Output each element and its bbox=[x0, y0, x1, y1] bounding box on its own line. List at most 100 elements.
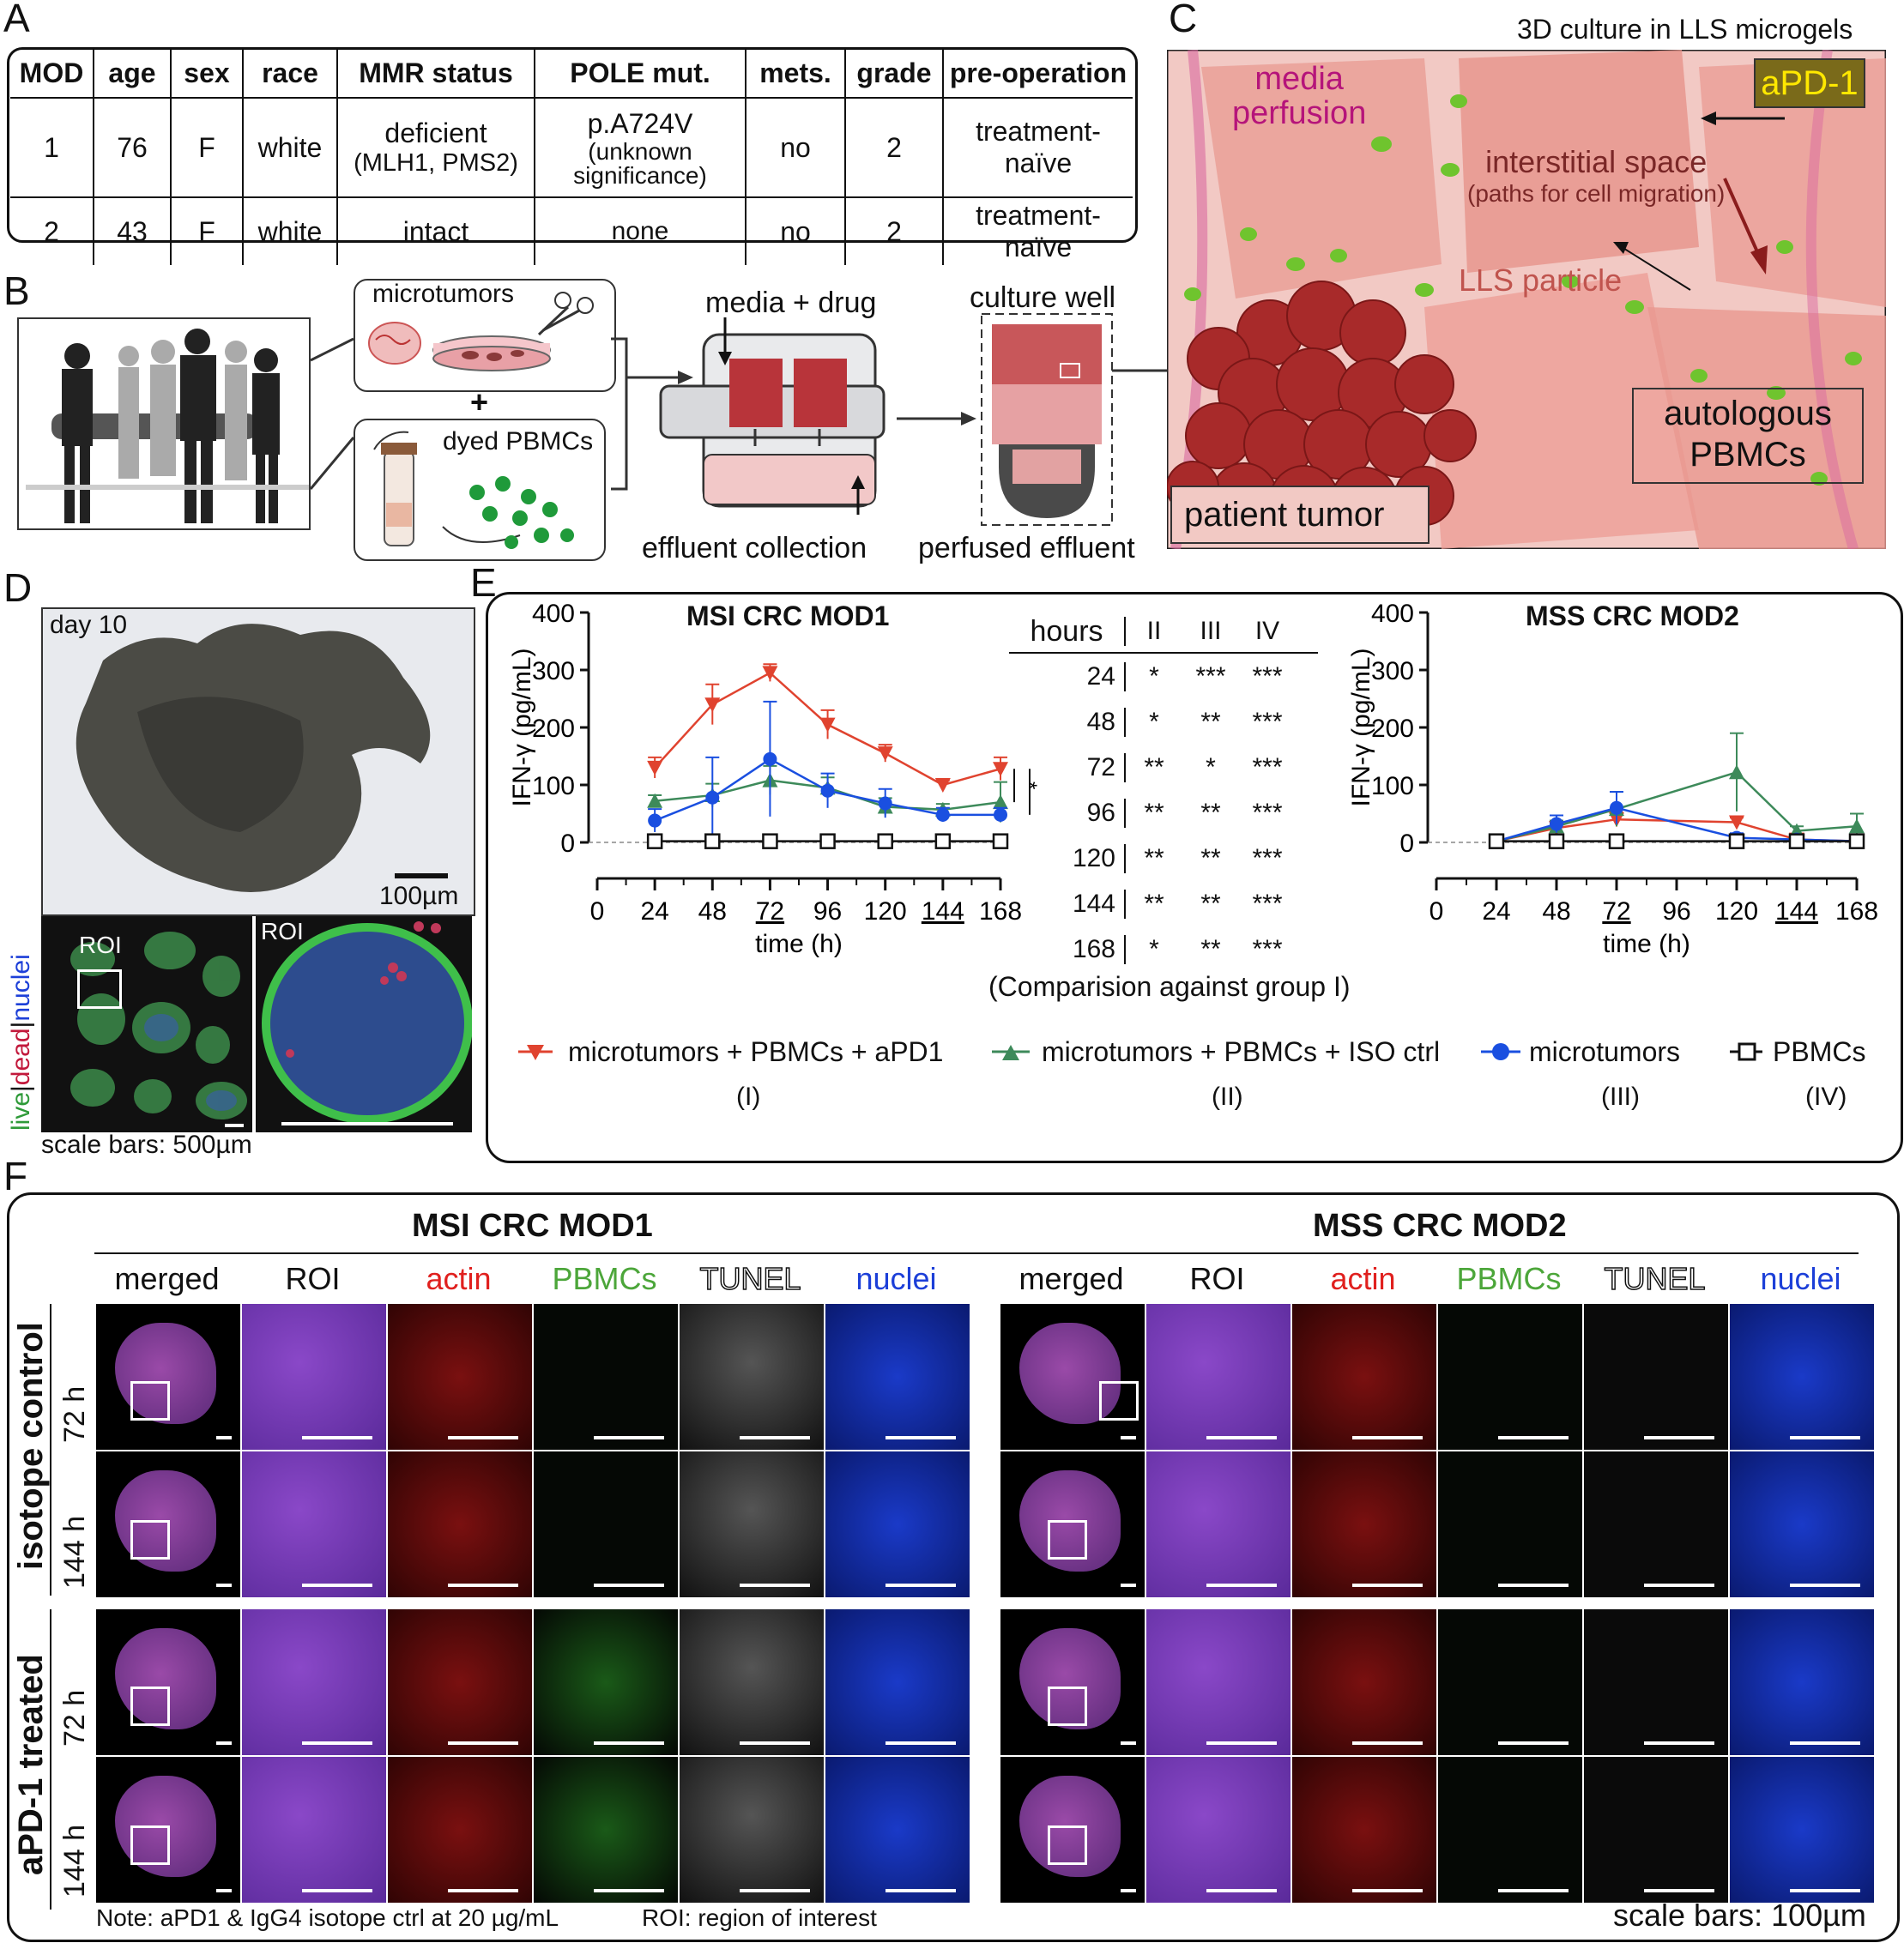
stats-row: 24 * *** *** bbox=[1009, 654, 1318, 699]
x-tick-label: 72 bbox=[1602, 897, 1630, 926]
microtumor-dish-illustration bbox=[368, 292, 594, 371]
roi-box bbox=[1099, 1381, 1139, 1421]
micrograph-pbmcs bbox=[534, 1304, 678, 1450]
legend-label-micro: microtumors bbox=[1529, 1036, 1681, 1067]
mod2-title-rule bbox=[1000, 1252, 1859, 1254]
data-point bbox=[994, 807, 1007, 822]
cell-age: 43 bbox=[93, 196, 172, 265]
scale-bar bbox=[886, 1584, 956, 1587]
roi-box bbox=[130, 1520, 170, 1560]
data-point bbox=[1849, 818, 1865, 834]
data-point bbox=[705, 790, 720, 805]
micrograph-actin bbox=[1292, 1609, 1436, 1755]
x-tick-label: 168 bbox=[979, 897, 1022, 926]
stats-row: 144 ** ** *** bbox=[1009, 881, 1318, 926]
y-tick-label: 100 bbox=[532, 772, 575, 800]
micrograph-nuclei bbox=[825, 1609, 970, 1755]
th-preop: pre-operation bbox=[942, 49, 1133, 99]
scale-bar bbox=[1352, 1741, 1423, 1745]
y-tick-label: 0 bbox=[560, 830, 575, 858]
media-drug-label: media + drug bbox=[705, 287, 877, 319]
group-label-apd1: aPD-1 treated bbox=[12, 1654, 50, 1875]
note-text: Note: aPD1 & IgG4 isotope ctrl at 20 µg/… bbox=[96, 1904, 559, 1931]
legend-markers bbox=[518, 1042, 1762, 1061]
pole-line1: p.A724V bbox=[587, 107, 693, 139]
legend-group-iv: (IV) bbox=[1805, 1083, 1847, 1111]
panel-label-c: C bbox=[1169, 0, 1198, 40]
micrograph-nuclei bbox=[1730, 1451, 1874, 1597]
stats-sig-cell: * bbox=[1206, 752, 1216, 781]
scale-bar bbox=[448, 1741, 518, 1745]
x-tick-label: 96 bbox=[813, 897, 842, 926]
scale-bar bbox=[1644, 1741, 1714, 1745]
stats-sig-cell: *** bbox=[1252, 889, 1283, 918]
stats-sig-cell: ** bbox=[1124, 752, 1182, 782]
scale-bar bbox=[216, 1741, 232, 1745]
pole-line2: (unknown bbox=[588, 137, 692, 165]
scalebars-100-label: scale bars: 100µm bbox=[1613, 1898, 1866, 1933]
micrograph-pbmcs bbox=[534, 1757, 678, 1903]
data-point bbox=[1848, 833, 1865, 849]
y-axis-label: IFN-γ (pg/mL) bbox=[508, 648, 536, 806]
scalebars-500-label: scale bars: 500µm bbox=[41, 1131, 252, 1159]
lls-particle-label: LLS particle bbox=[1459, 262, 1623, 298]
micrograph-pbmcs bbox=[1438, 1304, 1582, 1450]
data-point bbox=[763, 751, 777, 766]
time-label-144h: 144 h bbox=[58, 1824, 91, 1898]
stats-hour-cell: 24 bbox=[1086, 661, 1115, 691]
data-point bbox=[935, 807, 950, 822]
scale-bar bbox=[302, 1436, 372, 1439]
scale-bar bbox=[1498, 1741, 1569, 1745]
micrograph-merged bbox=[96, 1757, 240, 1903]
column-header-nuclei: nuclei bbox=[855, 1261, 937, 1296]
y-tick-label: 200 bbox=[1371, 715, 1414, 743]
legend-group-i: (I) bbox=[736, 1083, 761, 1111]
scale-bar bbox=[1644, 1584, 1714, 1587]
apd1-badge: aPD-1 bbox=[1754, 58, 1865, 108]
scale-bar bbox=[740, 1741, 810, 1745]
data-point bbox=[1729, 764, 1744, 780]
cell-mmr: deficient (MLH1, PMS2) bbox=[336, 97, 535, 198]
cell-mod: 1 bbox=[10, 97, 94, 198]
scale-bar bbox=[225, 1124, 244, 1127]
stats-table: hours II III IV 24 * *** *** 48 * ** *** 72 ** * **… bbox=[1009, 611, 1318, 972]
legend-group-iii: (III) bbox=[1601, 1083, 1640, 1111]
micrograph-roi bbox=[1146, 1609, 1290, 1755]
micrograph-pbmcs bbox=[1438, 1451, 1582, 1597]
micrograph-roi bbox=[242, 1757, 386, 1903]
y-tick-label: 0 bbox=[1399, 830, 1414, 858]
micrograph-nuclei bbox=[825, 1304, 970, 1450]
time-label-72h: 72 h bbox=[58, 1689, 91, 1747]
column-header-actin: actin bbox=[1330, 1261, 1396, 1296]
stats-sig-cell: ** bbox=[1200, 934, 1221, 963]
stats-row: 120 ** ** *** bbox=[1009, 836, 1318, 881]
mmr-line2: (MLH1, PMS2) bbox=[354, 149, 518, 177]
th-mod: MOD bbox=[10, 49, 94, 99]
data-point bbox=[1548, 833, 1565, 849]
media-perfusion-label: media perfusion bbox=[1232, 62, 1366, 130]
significance-label: * bbox=[1018, 781, 1038, 789]
th-age: age bbox=[93, 49, 172, 99]
cell-mets: no bbox=[745, 97, 846, 198]
micrograph-nuclei bbox=[1730, 1609, 1874, 1755]
stats-sig-cell: ** bbox=[1124, 843, 1182, 873]
data-point bbox=[819, 833, 836, 849]
overview-image bbox=[70, 932, 247, 1119]
stats-sig-cell: * bbox=[1124, 707, 1182, 737]
scale-bar bbox=[886, 1889, 956, 1892]
scale-bar bbox=[1121, 1436, 1136, 1439]
scale-bar bbox=[886, 1436, 956, 1439]
column-header-merged: merged bbox=[1018, 1261, 1124, 1296]
micrograph-pbmcs bbox=[534, 1451, 678, 1597]
legend-label-iso: microtumors + PBMCs + ISO ctrl bbox=[1042, 1036, 1441, 1067]
scale-bar bbox=[1206, 1741, 1277, 1745]
stats-sig-cell: *** bbox=[1252, 707, 1283, 736]
microtumor-shape bbox=[76, 624, 448, 892]
stats-sig-cell: * bbox=[1124, 934, 1182, 964]
x-tick-label: 144 bbox=[1775, 897, 1818, 926]
micrograph-actin bbox=[388, 1757, 532, 1903]
stats-hour-cell: 168 bbox=[1072, 934, 1115, 963]
stats-row: 96 ** ** *** bbox=[1009, 790, 1318, 836]
brightfield-image: day 10 100µm bbox=[41, 607, 475, 916]
data-point bbox=[934, 778, 951, 793]
